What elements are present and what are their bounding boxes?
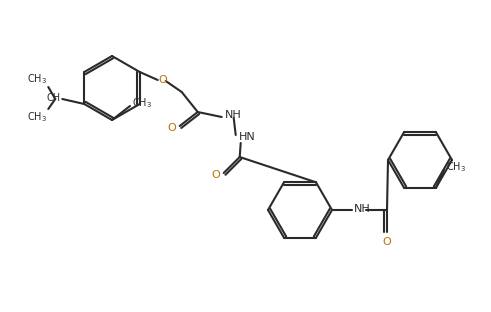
Text: CH$_3$: CH$_3$: [446, 160, 466, 173]
Text: O: O: [382, 237, 391, 247]
Text: CH$_3$: CH$_3$: [132, 96, 152, 110]
Text: CH$_3$: CH$_3$: [27, 72, 47, 86]
Text: CH$_3$: CH$_3$: [27, 110, 47, 124]
Text: O: O: [167, 123, 176, 133]
Text: CH: CH: [46, 93, 60, 103]
Text: O: O: [211, 170, 220, 180]
Text: O: O: [159, 75, 167, 85]
Text: HN: HN: [239, 132, 255, 142]
Text: NH: NH: [225, 110, 242, 120]
Text: NH: NH: [354, 204, 371, 214]
